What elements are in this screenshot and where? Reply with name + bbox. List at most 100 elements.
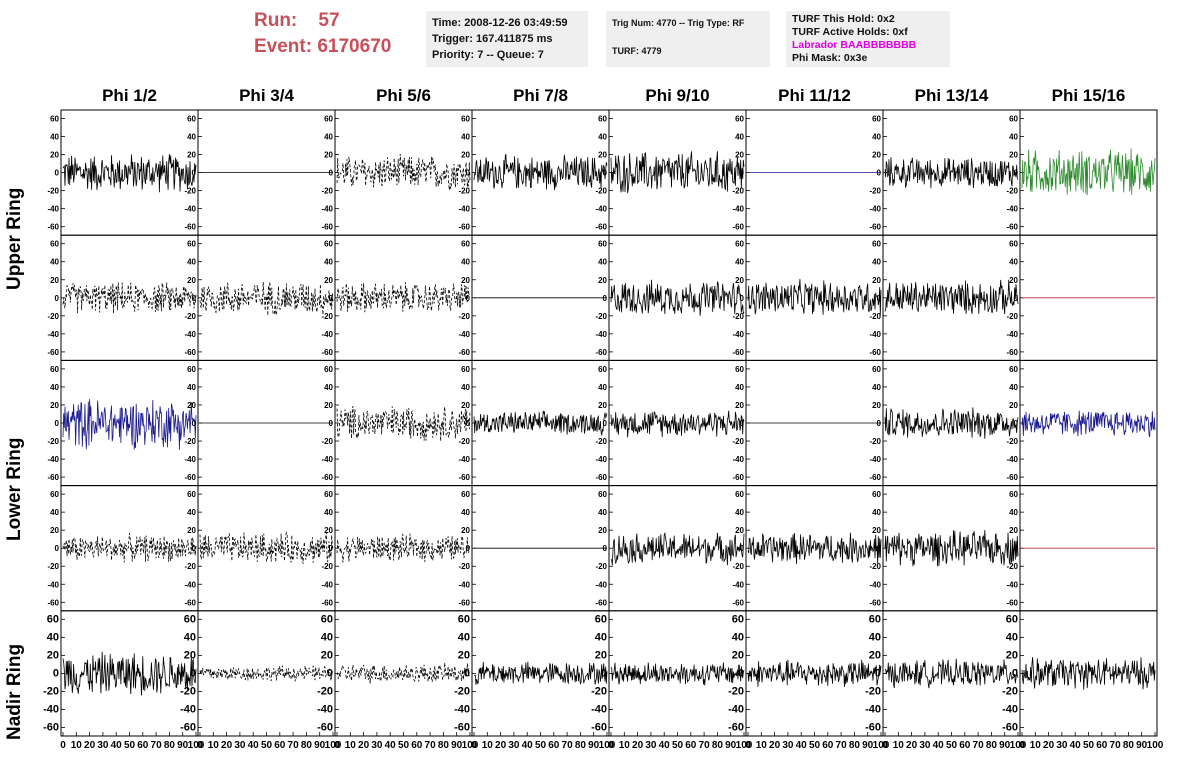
y-tick-label: -60 (184, 473, 196, 482)
waveform-trace (610, 531, 745, 566)
y-tick-label: 60 (872, 240, 881, 249)
y-tick-label: -60 (47, 598, 59, 607)
y-tick-label: 40 (598, 383, 607, 392)
panel-r1-c8: 60 40 20 0 -20 -40 -60 (1006, 109, 1158, 236)
y-tick-label: -60 (458, 473, 470, 482)
waveform-trace (747, 532, 882, 564)
y-tick-label: 40 (324, 508, 333, 517)
x-tick-label: 100 (873, 740, 890, 751)
y-tick-label: 40 (187, 508, 196, 517)
y-tick-label: -60 (732, 598, 744, 607)
y-tick-label: 0 (55, 419, 60, 428)
y-tick-label: 0 (1014, 544, 1019, 553)
y-tick-label: 60 (872, 365, 881, 374)
y-tick-label: -40 (865, 703, 881, 715)
y-tick-label: 60 (872, 115, 881, 124)
y-tick-label: 60 (50, 115, 59, 124)
x-tick-label: 40 (248, 740, 260, 751)
y-tick-label: 60 (732, 613, 744, 625)
x-tick-label: 70 (288, 740, 300, 751)
y-tick-label: 40 (187, 383, 196, 392)
y-tick-label: 0 (601, 667, 607, 679)
y-tick-label: 0 (192, 419, 197, 428)
panel-r4-c1: 60 40 20 0 -20 -40 -60 (47, 485, 199, 612)
y-tick-label: -60 (184, 598, 196, 607)
y-tick-label: -60 (47, 348, 59, 357)
column-title-3: Phi 5/6 (376, 86, 431, 105)
waveform-trace (610, 410, 745, 438)
y-tick-label: -60 (869, 223, 881, 232)
y-tick-label: 0 (466, 294, 471, 303)
y-tick-label: 0 (877, 294, 882, 303)
y-tick-label: 40 (50, 258, 59, 267)
y-tick-label: 40 (187, 258, 196, 267)
y-tick-label: 0 (603, 169, 608, 178)
x-tick-label: 10 (619, 740, 631, 751)
y-tick-label: -40 (184, 205, 196, 214)
y-tick-label: 60 (187, 115, 196, 124)
y-tick-label: 0 (464, 667, 470, 679)
y-tick-label: 0 (1014, 419, 1019, 428)
y-tick-label: 0 (329, 544, 334, 553)
y-tick-label: -20 (865, 685, 881, 697)
y-tick-label: -20 (180, 685, 196, 697)
y-tick-label: 40 (872, 508, 881, 517)
y-tick-label: 0 (1014, 169, 1019, 178)
y-tick-label: -40 (1006, 455, 1018, 464)
x-tick-label: 40 (796, 740, 808, 751)
y-tick-label: -40 (1006, 205, 1018, 214)
y-tick-label: -40 (591, 703, 607, 715)
x-tick-label: 30 (97, 740, 109, 751)
panel-r2-c5: 60 40 20 0 -20 -40 -60 (595, 234, 747, 361)
waveform-trace (62, 651, 197, 696)
panel-r4-c7: 60 40 20 0 -20 -40 -60 (869, 485, 1021, 612)
y-tick-label: 40 (184, 631, 196, 643)
y-tick-label: 60 (595, 613, 607, 625)
x-tick-label: 40 (659, 740, 671, 751)
y-tick-label: -20 (595, 437, 607, 446)
panel-r4-c4: 60 40 20 0 -20 -40 -60 (458, 485, 610, 612)
x-tick-label: 70 (151, 740, 163, 751)
y-tick-label: 60 (598, 365, 607, 374)
waveform-trace (884, 530, 1019, 567)
y-tick-label: 60 (735, 365, 744, 374)
x-tick-label: 100 (1147, 740, 1164, 751)
y-tick-label: 40 (732, 631, 744, 643)
y-tick-label: -40 (595, 205, 607, 214)
waveform-trace (473, 153, 608, 191)
x-tick-label: 90 (177, 740, 189, 751)
y-tick-label: 60 (324, 365, 333, 374)
x-tick-label: 30 (782, 740, 794, 751)
x-tick-label: 70 (562, 740, 574, 751)
y-tick-label: 40 (50, 508, 59, 517)
y-tick-label: -20 (47, 437, 59, 446)
panel-r5-c3: 60 40 20 0 -20 -40 -60 (317, 610, 473, 737)
x-tick-label: 10 (71, 740, 83, 751)
y-tick-label: 20 (735, 276, 744, 285)
y-tick-label: 60 (869, 613, 881, 625)
y-tick-label: 40 (458, 631, 470, 643)
x-tick-label: 40 (522, 740, 534, 751)
y-tick-label: -60 (728, 721, 744, 733)
x-tick-label: 40 (111, 740, 123, 751)
x-tick-label: 80 (849, 740, 861, 751)
panel-r2-c3: 60 40 20 0 -20 -40 -60 (321, 234, 473, 361)
y-tick-label: -60 (869, 348, 881, 357)
panel-r2-c4: 60 40 20 0 -20 -40 -60 (458, 234, 610, 361)
x-tick-label: 10 (893, 740, 905, 751)
y-tick-label: 20 (872, 151, 881, 160)
panel-r4-c5: 60 40 20 0 -20 -40 -60 (595, 485, 747, 612)
x-tick-label: 0 (334, 740, 340, 751)
y-tick-label: 60 (1009, 490, 1018, 499)
panel-frame (334, 610, 473, 737)
y-tick-label: -60 (1006, 348, 1018, 357)
panel-r2-c7: 60 40 20 0 -20 -40 -60 (869, 234, 1021, 361)
y-tick-label: -40 (321, 580, 333, 589)
y-tick-label: 0 (603, 294, 608, 303)
y-tick-label: 40 (324, 383, 333, 392)
panel-r3-c4: 60 40 20 0 -20 -40 -60 (458, 359, 610, 487)
y-tick-label: 60 (598, 490, 607, 499)
y-tick-label: 60 (50, 490, 59, 499)
y-tick-label: 20 (461, 526, 470, 535)
y-tick-label: 20 (324, 276, 333, 285)
